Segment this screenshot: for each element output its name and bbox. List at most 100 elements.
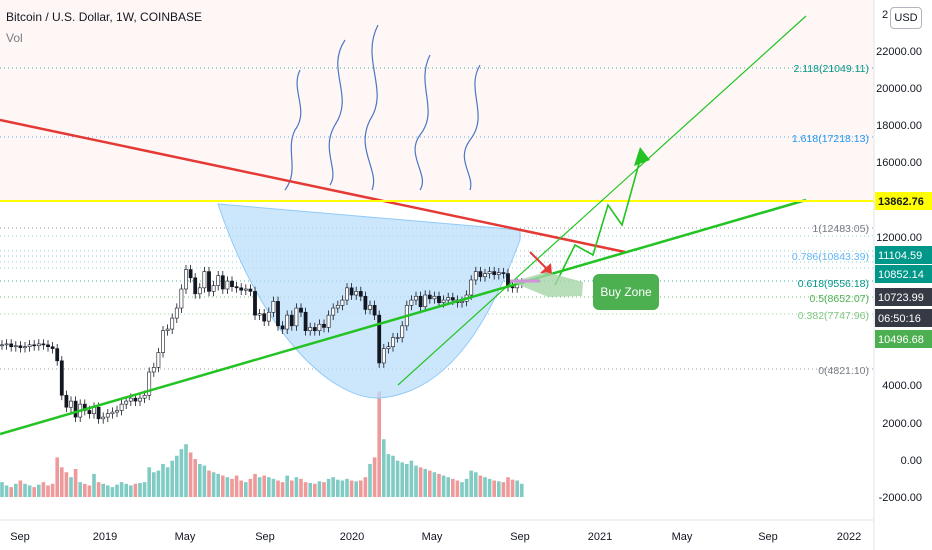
volume-bar <box>386 454 391 497</box>
candle-body <box>262 313 267 322</box>
candle-body <box>423 294 428 307</box>
fib-label: 0.5(8652.07) <box>809 293 869 305</box>
volume-bar <box>506 477 510 497</box>
candle-body <box>13 345 18 348</box>
candle-body <box>322 323 326 328</box>
candle-body <box>432 295 437 300</box>
volume-bar <box>474 472 478 497</box>
candle-body <box>23 346 27 349</box>
price-label: 11104.59 <box>878 250 922 262</box>
volume-bar <box>133 483 138 497</box>
volume-bar <box>101 483 105 497</box>
candle-body <box>128 397 133 402</box>
volume-bar <box>138 482 142 497</box>
candle-body <box>216 275 221 286</box>
candle-body <box>115 410 119 413</box>
candle-body <box>119 403 124 411</box>
volume-bar <box>363 477 368 497</box>
volume-bar <box>170 460 174 497</box>
volume-bar <box>193 459 197 497</box>
candle-body <box>170 317 175 330</box>
fib-label: 2.118(21049.11) <box>793 63 869 75</box>
candle-body <box>46 344 50 348</box>
candle-body <box>4 343 9 346</box>
volume-bar <box>372 457 377 497</box>
volume-bar <box>294 477 299 497</box>
volume-bar <box>92 473 96 497</box>
volume-bar <box>129 485 133 497</box>
candle-body <box>276 301 280 327</box>
candle-body <box>469 279 474 296</box>
chart-top-haze <box>0 0 874 200</box>
candlesticks <box>0 264 524 424</box>
volume-bar <box>271 478 276 497</box>
volume-bar <box>451 478 455 497</box>
candle-body <box>105 413 110 418</box>
projection-arrowhead <box>634 147 650 166</box>
y-tick-label: 12000.00 <box>876 232 922 244</box>
volume-bar <box>487 478 492 497</box>
volume-bar <box>69 477 73 497</box>
volume-bar <box>18 480 23 497</box>
candle-body <box>32 344 37 347</box>
volume-bar <box>32 487 36 497</box>
candle-body <box>391 337 395 348</box>
volume-bar <box>4 485 9 497</box>
currency-button[interactable]: USD <box>890 7 922 29</box>
candle-body <box>294 307 299 327</box>
volume-bar <box>395 460 400 497</box>
candle-body <box>280 325 285 330</box>
y-tick-label: 18000.00 <box>876 120 922 132</box>
candle-body <box>400 325 405 338</box>
volume-bar <box>142 482 147 497</box>
volume-bar <box>322 482 326 497</box>
cup-pattern <box>217 203 521 399</box>
price-label-bg <box>875 192 932 210</box>
volume-bar <box>37 484 41 497</box>
candle-body <box>27 344 32 348</box>
volume-bar <box>345 478 349 497</box>
candle-body <box>299 307 303 313</box>
candle-body <box>354 291 359 296</box>
candle-body <box>239 287 244 291</box>
volume-bar <box>276 480 280 497</box>
volume-bar <box>221 475 225 497</box>
candle-body <box>138 397 142 402</box>
candle-body <box>124 400 129 405</box>
volume-bar <box>106 485 110 497</box>
candle-body <box>326 314 331 328</box>
volume-bar <box>368 464 372 497</box>
steam-lines <box>284 24 481 191</box>
volume-bar <box>349 480 354 497</box>
volume-bar <box>478 475 483 497</box>
candle-body <box>202 271 207 289</box>
volume-indicator-label[interactable]: Vol <box>6 31 23 45</box>
candle-body <box>381 348 386 364</box>
volume-bar <box>55 457 59 497</box>
candle-body <box>101 416 106 420</box>
volume-bar <box>202 465 207 497</box>
candle-body <box>395 337 400 339</box>
candle-body <box>312 327 317 332</box>
volume-bar <box>83 483 87 497</box>
volume-bar <box>147 467 151 497</box>
fib-label: 0(4821.10) <box>818 365 869 377</box>
candle-body <box>188 269 193 279</box>
y-tick-label: -2000.00 <box>879 492 922 504</box>
volume-bar <box>418 467 423 497</box>
candle-body <box>197 287 202 295</box>
volume-bar <box>299 478 303 497</box>
candle-body <box>73 400 78 418</box>
volume-bar <box>87 485 92 497</box>
candle-body <box>165 328 170 332</box>
volume-bar <box>437 473 441 497</box>
candle-body <box>207 271 211 292</box>
candle-body <box>414 295 418 301</box>
candle-body <box>510 286 515 289</box>
volume-bar <box>9 487 13 497</box>
volume-bar <box>317 481 322 497</box>
price-label: 10723.99 <box>878 292 924 304</box>
candle-body <box>437 295 441 303</box>
price-label: 10852.14 <box>878 269 924 281</box>
